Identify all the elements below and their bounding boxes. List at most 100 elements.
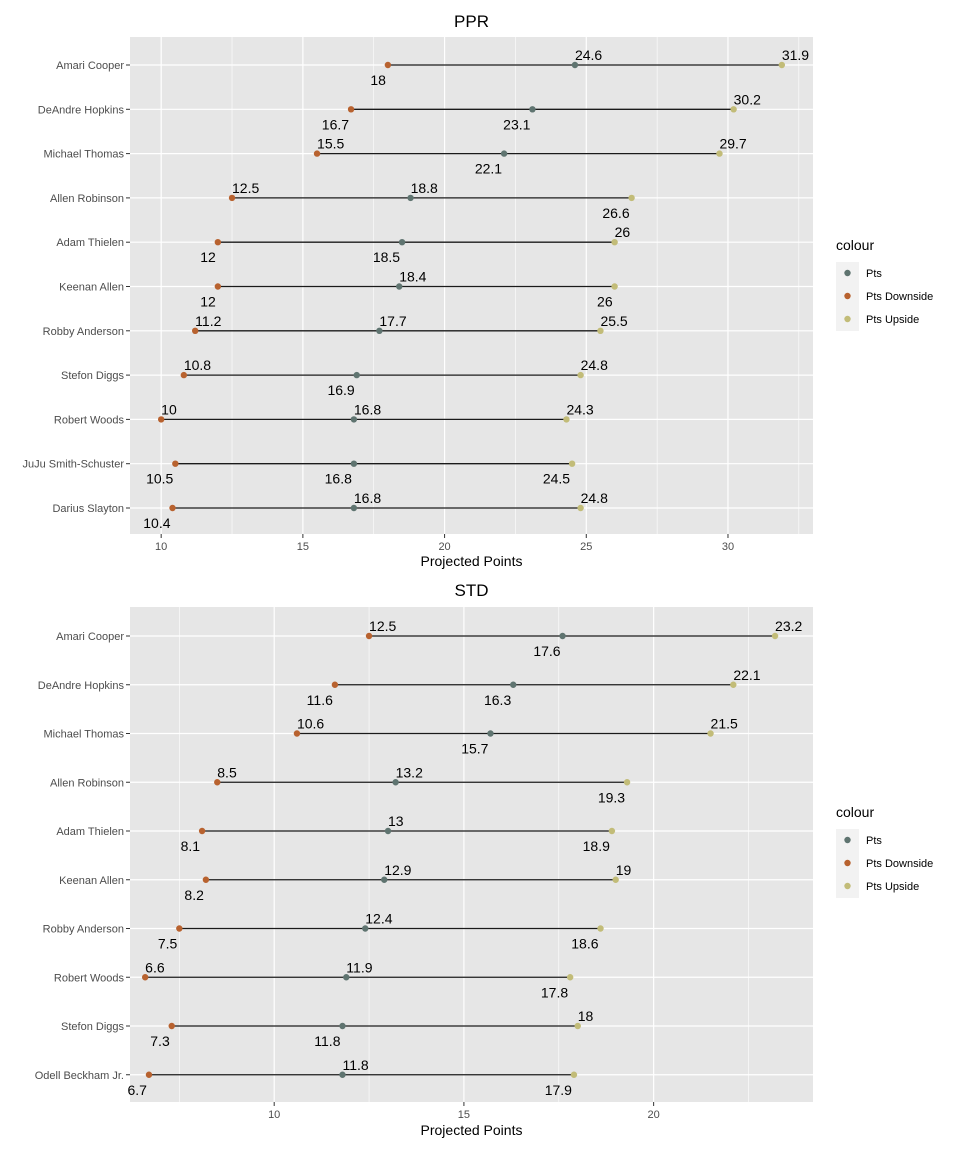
point-upside	[597, 327, 604, 334]
point-upside	[730, 106, 737, 113]
legend-title: colour	[836, 804, 874, 820]
point-pts	[407, 194, 414, 202]
point-upside	[611, 239, 618, 246]
data-label-downside: 8.5	[217, 764, 237, 780]
data-label-downside: 10.8	[184, 357, 211, 373]
y-tick-label: DeAndre Hopkins	[38, 104, 125, 116]
point-pts	[353, 371, 360, 379]
data-label-pts: 22.1	[475, 161, 502, 177]
y-tick-label: Amari Cooper	[56, 60, 124, 72]
data-label-pts: 15.7	[461, 741, 488, 757]
data-label-pts: 16.8	[354, 401, 381, 417]
plot-panel	[130, 607, 813, 1102]
point-upside	[623, 779, 631, 786]
y-tick-label: Adam Thielen	[56, 826, 124, 838]
data-label-upside: 26	[615, 224, 631, 240]
x-tick-label: 10	[155, 541, 167, 553]
point-upside	[568, 460, 576, 467]
point-upside	[577, 504, 584, 512]
data-label-upside: 25.5	[600, 313, 627, 329]
x-tick-label: 20	[438, 541, 450, 553]
data-label-upside: 26	[597, 294, 613, 310]
point-pts	[350, 504, 358, 512]
data-label-upside: 17.9	[545, 1082, 572, 1098]
data-label-upside: 24.8	[581, 490, 608, 506]
data-label-upside: 26.6	[602, 205, 629, 221]
point-upside	[778, 61, 786, 69]
data-label-pts: 11.8	[342, 1057, 368, 1073]
data-label-downside: 10	[161, 401, 177, 417]
point-downside	[172, 460, 179, 467]
legend-item-label: Pts Downside	[866, 291, 933, 303]
data-label-downside: 10.6	[297, 716, 324, 732]
data-label-upside: 23.2	[775, 618, 802, 634]
point-upside	[730, 681, 737, 688]
point-downside	[168, 1022, 175, 1030]
y-tick-label: DeAndre Hopkins	[38, 680, 125, 692]
data-label-pts: 16.8	[354, 490, 381, 506]
legend-item-label: Pts Upside	[866, 881, 919, 893]
point-downside	[313, 150, 321, 157]
legend-item-label: Pts Downside	[866, 858, 933, 870]
y-tick-label: Stefon Diggs	[61, 1021, 124, 1033]
legend-key-upside	[844, 882, 851, 890]
data-label-downside: 6.6	[145, 959, 165, 975]
y-tick-label: Darius Slayton	[52, 503, 124, 515]
point-downside	[365, 632, 373, 640]
point-upside	[771, 632, 779, 640]
point-upside	[570, 1071, 578, 1078]
legend-key-pts	[844, 836, 851, 844]
point-pts	[376, 327, 383, 334]
data-label-downside: 12.5	[369, 618, 396, 634]
data-label-pts: 18.5	[373, 249, 400, 265]
point-upside	[608, 827, 616, 835]
x-tick-label: 10	[268, 1109, 280, 1121]
point-upside	[574, 1022, 581, 1030]
point-downside	[145, 1071, 153, 1078]
point-downside	[202, 876, 210, 883]
data-label-pts: 12.4	[365, 911, 392, 927]
data-label-pts: 23.1	[503, 116, 530, 132]
data-label-upside: 31.9	[782, 47, 809, 63]
point-pts	[571, 61, 579, 69]
point-downside	[198, 827, 206, 835]
point-pts	[500, 150, 508, 157]
point-upside	[707, 730, 714, 737]
data-label-pts: 17.7	[379, 313, 406, 329]
plot-panel	[130, 37, 813, 534]
x-tick-label: 15	[297, 541, 309, 553]
data-label-upside: 24.8	[581, 357, 608, 373]
legend-item-label: Pts Upside	[866, 314, 919, 326]
y-tick-label: Michael Thomas	[44, 729, 125, 741]
data-label-upside: 29.7	[719, 136, 746, 152]
y-tick-label: JuJu Smith-Schuster	[23, 459, 125, 471]
y-tick-label: Adam Thielen	[56, 237, 124, 249]
point-downside	[214, 779, 221, 786]
data-label-pts: 18.4	[399, 269, 426, 285]
data-label-upside: 18.9	[583, 838, 610, 854]
y-tick-label: Michael Thomas	[44, 149, 125, 161]
point-downside	[228, 194, 236, 202]
legend: colour Pts Pts Downside Pts Upside	[836, 804, 933, 898]
data-label-pts: 13.2	[396, 764, 423, 780]
y-tick-label: Robby Anderson	[43, 326, 124, 338]
x-axis-label: Projected Points	[421, 553, 523, 569]
chart-std: STD Amari Cooper DeAndre Hopkins Michael Th…	[35, 581, 934, 1138]
point-downside	[141, 974, 149, 981]
point-pts	[529, 106, 536, 113]
legend: colour Pts Pts Downside Pts Upside	[836, 237, 933, 331]
data-label-downside: 10.4	[143, 515, 170, 531]
data-label-pts: 12.9	[384, 862, 411, 878]
point-upside	[611, 283, 618, 290]
point-pts	[350, 460, 358, 467]
point-upside	[716, 150, 723, 157]
data-label-downside: 12	[200, 249, 216, 265]
point-pts	[559, 632, 566, 640]
point-upside	[628, 194, 635, 202]
point-pts	[392, 779, 399, 786]
data-label-downside: 11.2	[195, 313, 221, 329]
point-downside	[293, 730, 301, 737]
data-label-downside: 11.6	[307, 692, 333, 708]
x-tick-label: 25	[580, 541, 592, 553]
